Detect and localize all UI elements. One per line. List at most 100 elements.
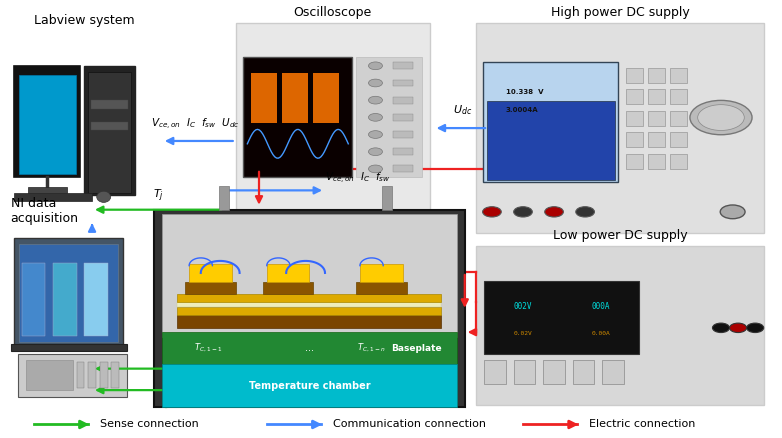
Bar: [243, 244, 257, 268]
Bar: [356, 57, 422, 177]
Text: 0.00A: 0.00A: [591, 331, 610, 336]
Bar: [251, 73, 277, 124]
Circle shape: [690, 100, 752, 135]
Circle shape: [368, 79, 382, 87]
Bar: [14, 238, 123, 345]
Bar: [364, 244, 378, 268]
Bar: [648, 132, 665, 148]
Text: High power DC supply: High power DC supply: [551, 6, 690, 18]
Bar: [484, 360, 506, 384]
Circle shape: [720, 205, 745, 219]
Bar: [626, 111, 644, 126]
Text: 3.0004A: 3.0004A: [506, 106, 539, 113]
Bar: [304, 244, 318, 268]
Text: Baseplate: Baseplate: [391, 343, 442, 353]
Circle shape: [730, 323, 747, 332]
Bar: [648, 111, 665, 126]
Bar: [10, 344, 127, 351]
Circle shape: [368, 131, 382, 138]
Text: 0.02V: 0.02V: [514, 331, 533, 336]
Bar: [360, 265, 403, 282]
Bar: [325, 244, 338, 268]
Bar: [626, 89, 644, 104]
Bar: [393, 166, 413, 172]
Bar: [484, 281, 640, 353]
Ellipse shape: [97, 191, 111, 202]
Bar: [626, 68, 644, 83]
Circle shape: [482, 207, 501, 217]
Bar: [84, 263, 108, 336]
Bar: [393, 131, 413, 138]
Circle shape: [712, 323, 730, 332]
Bar: [28, 187, 67, 193]
Circle shape: [368, 96, 382, 104]
Bar: [100, 362, 108, 388]
Bar: [18, 353, 127, 396]
Bar: [543, 360, 565, 384]
Text: $T_j$: $T_j$: [152, 188, 163, 204]
Bar: [482, 61, 619, 182]
Bar: [669, 154, 687, 169]
Bar: [514, 360, 536, 384]
Bar: [669, 89, 687, 104]
Bar: [264, 244, 278, 268]
Bar: [393, 114, 413, 121]
Circle shape: [368, 148, 382, 155]
Bar: [112, 362, 119, 388]
Circle shape: [368, 62, 382, 70]
Bar: [356, 283, 407, 294]
Bar: [375, 271, 407, 277]
Bar: [162, 332, 457, 364]
Bar: [91, 100, 127, 109]
Circle shape: [368, 165, 382, 173]
Text: $V_{ce,on}$  $I_C$  $f_{sw}$  $U_{dc}$: $V_{ce,on}$ $I_C$ $f_{sw}$ $U_{dc}$: [151, 117, 239, 132]
Text: ...: ...: [305, 343, 314, 353]
Bar: [84, 66, 135, 194]
Bar: [162, 214, 457, 336]
Bar: [626, 154, 644, 169]
Bar: [243, 57, 352, 177]
Text: Electric connection: Electric connection: [589, 420, 695, 430]
Bar: [235, 23, 430, 272]
Bar: [189, 265, 231, 282]
Bar: [19, 75, 76, 174]
Circle shape: [514, 207, 533, 217]
Bar: [382, 186, 392, 210]
Circle shape: [576, 207, 594, 217]
Bar: [267, 265, 310, 282]
Bar: [19, 244, 118, 343]
Bar: [648, 154, 665, 169]
Bar: [22, 263, 45, 336]
Bar: [393, 80, 413, 86]
Text: 002V: 002V: [514, 302, 533, 311]
Text: Low power DC supply: Low power DC supply: [553, 229, 687, 242]
Bar: [393, 62, 413, 69]
Bar: [385, 244, 399, 268]
Bar: [178, 294, 442, 302]
Bar: [14, 194, 92, 201]
Circle shape: [747, 323, 764, 332]
Text: $V_{ce,on}$  $I_C$  $f_{sw}$: $V_{ce,on}$ $I_C$ $f_{sw}$: [325, 171, 391, 186]
Text: Temperature chamber: Temperature chamber: [249, 381, 371, 391]
Text: 000A: 000A: [591, 302, 610, 311]
Bar: [405, 244, 419, 268]
Text: Labview system: Labview system: [34, 14, 135, 27]
Text: Communication connection: Communication connection: [333, 420, 486, 430]
Circle shape: [368, 113, 382, 121]
Text: $U_{dc}$: $U_{dc}$: [453, 103, 472, 117]
Bar: [220, 186, 228, 210]
Bar: [648, 68, 665, 83]
Bar: [344, 244, 358, 268]
Bar: [648, 89, 665, 104]
Text: NI data
acquisition: NI data acquisition: [10, 197, 78, 225]
Bar: [476, 23, 764, 233]
Bar: [263, 283, 314, 294]
Bar: [91, 122, 127, 130]
Bar: [486, 102, 615, 180]
Bar: [572, 360, 594, 384]
Circle shape: [698, 105, 744, 131]
Bar: [162, 364, 457, 407]
Bar: [178, 302, 442, 307]
Bar: [185, 283, 235, 294]
Bar: [88, 72, 131, 193]
